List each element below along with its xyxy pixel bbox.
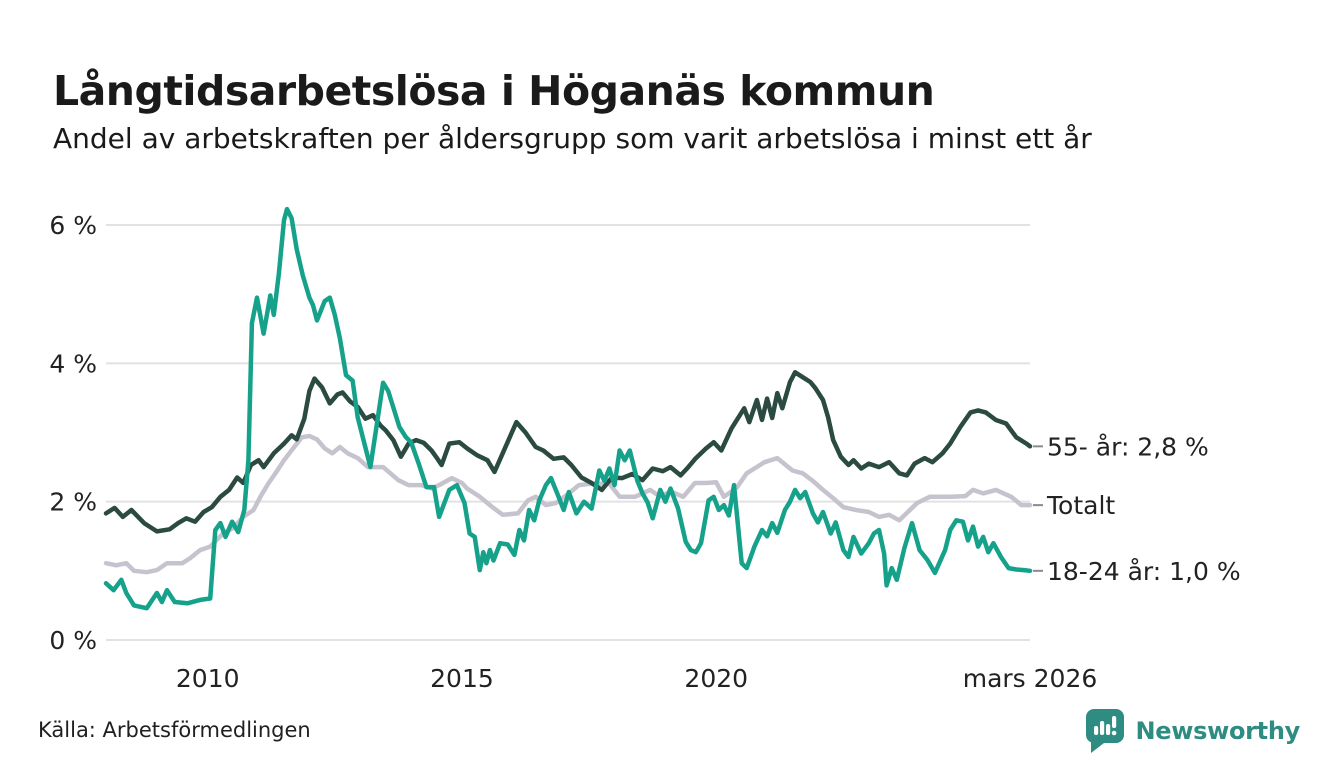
series-end-label: 55- år: 2,8 % [1047, 432, 1209, 461]
series-end-label: 18-24 år: 1,0 % [1047, 557, 1241, 586]
x-tick-label: 2015 [430, 664, 494, 693]
y-tick-label: 0 % [49, 626, 97, 655]
brand-logo: Newsworthy [1085, 708, 1300, 754]
series-line-totalt [103, 433, 1033, 575]
x-tick-label: mars 2026 [963, 664, 1098, 693]
x-tick-label: 2010 [176, 664, 240, 693]
y-tick-label: 2 % [49, 488, 97, 517]
y-tick-label: 4 % [49, 349, 97, 378]
x-tick-label: 2020 [684, 664, 748, 693]
y-tick-label: 6 % [49, 211, 97, 240]
brand-name: Newsworthy [1135, 717, 1300, 745]
series-line-18-24-r [103, 206, 1033, 611]
source-note: Källa: Arbetsförmedlingen [38, 718, 311, 742]
newsworthy-icon [1086, 709, 1125, 753]
series-line-55-r [103, 370, 1033, 534]
page-subtitle: Andel av arbetskraften per åldersgrupp s… [53, 122, 1092, 155]
series-end-label: Totalt [1046, 491, 1115, 520]
page-title: Långtidsarbetslösa i Höganäs kommun [53, 67, 935, 116]
